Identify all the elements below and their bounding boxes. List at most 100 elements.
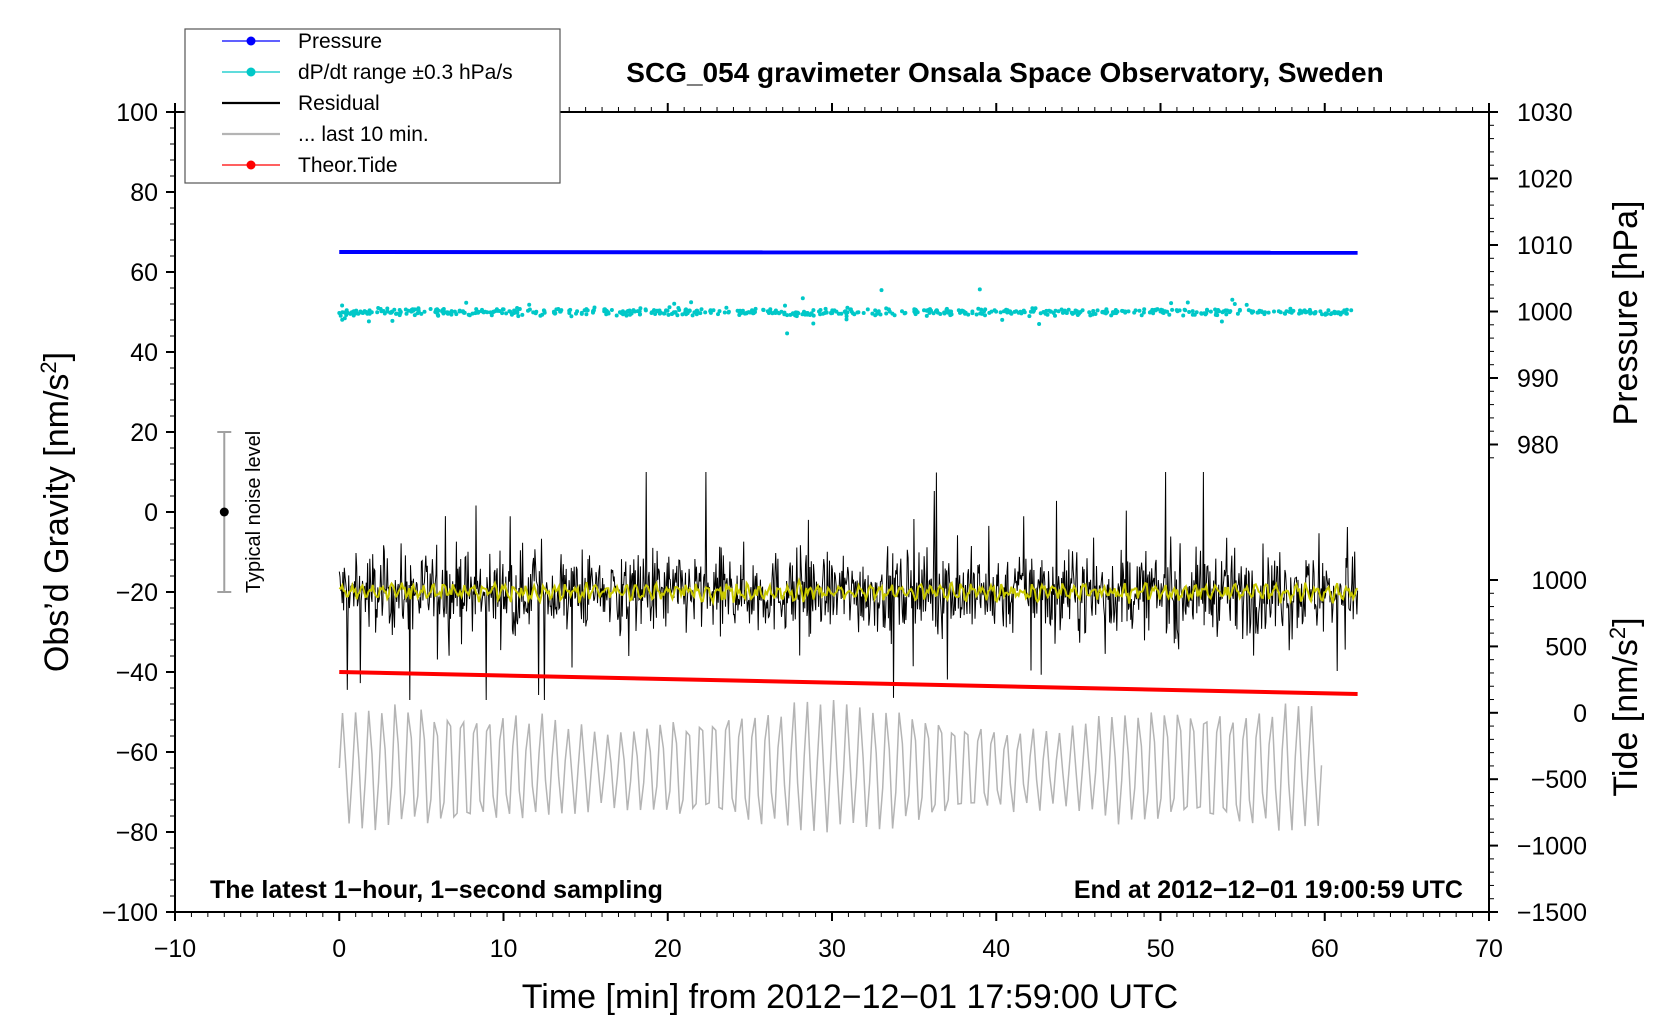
dpdt-point: [1056, 309, 1061, 314]
y-tick-label: 0: [144, 499, 158, 527]
dpdt-point: [1328, 312, 1333, 317]
legend-entry: dP/dt range ±0.3 hPa/s: [222, 61, 513, 84]
chart-title: SCG_054 gravimeter Onsala Space Observat…: [626, 57, 1383, 88]
dpdt-point: [1187, 310, 1192, 314]
dpdt-point: [1170, 307, 1175, 312]
dpdt-point: [515, 306, 520, 310]
dpdt-point: [406, 308, 411, 313]
y-tick-label: −80: [116, 819, 158, 847]
y-tick-label: 40: [130, 339, 158, 367]
dpdt-point: [744, 310, 749, 315]
dpdt-point: [902, 311, 907, 316]
dpdt-point: [1021, 308, 1026, 313]
series-dpdt: [337, 287, 1354, 336]
y-axis-label-superscript: 2: [36, 361, 61, 373]
dpdt-point: [934, 308, 939, 313]
dpdt-point: [1230, 297, 1235, 302]
tide-tick-label: 0: [1573, 700, 1587, 728]
dpdt-point: [584, 312, 589, 317]
dpdt-point: [878, 312, 883, 317]
dpdt-point: [976, 306, 981, 311]
dpdt-point: [515, 309, 520, 314]
dpdt-point: [1291, 308, 1296, 313]
pressure-tick-label: 990: [1517, 365, 1559, 393]
dpdt-point: [428, 307, 433, 311]
dpdt-point: [1320, 312, 1324, 317]
dpdt-point: [684, 312, 689, 317]
dpdt-point: [1232, 302, 1237, 306]
dpdt-point: [516, 314, 521, 319]
dpdt-point: [621, 312, 625, 317]
x-tick-label: 20: [654, 935, 682, 963]
legend-entry: Residual: [222, 92, 380, 115]
dpdt-point: [378, 307, 383, 311]
x-tick-label: 40: [982, 935, 1010, 963]
dpdt-point: [1251, 309, 1256, 314]
dpdt-point: [1225, 308, 1230, 313]
dpdt-point: [913, 309, 918, 314]
dpdt-point: [1028, 309, 1033, 314]
dpdt-point: [666, 312, 671, 317]
y-tick-label: 80: [130, 179, 158, 207]
dpdt-point: [1113, 308, 1118, 312]
dpdt-point: [1033, 306, 1038, 311]
dpdt-point: [1078, 310, 1083, 314]
dpdt-point: [394, 311, 399, 316]
dpdt-point: [750, 310, 755, 314]
dpdt-point: [338, 313, 343, 318]
pressure-tick-label: 1030: [1517, 99, 1573, 127]
dpdt-point: [1038, 311, 1043, 316]
dpdt-point: [1012, 309, 1017, 314]
dpdt-point: [722, 310, 727, 315]
dpdt-point: [349, 310, 354, 315]
dpdt-point: [1121, 309, 1126, 314]
dpdt-point: [474, 310, 479, 315]
dpdt-point: [398, 311, 403, 316]
dpdt-point: [1284, 309, 1289, 314]
dpdt-point: [527, 302, 532, 307]
dpdt-point: [1137, 308, 1142, 313]
dpdt-point: [1199, 311, 1204, 316]
dpdt-point: [1183, 308, 1188, 313]
dpdt-point: [1037, 322, 1042, 326]
dpdt-point: [385, 306, 390, 311]
dpdt-point: [974, 312, 979, 317]
dpdt-point: [938, 312, 943, 316]
legend-entry: Pressure: [222, 30, 382, 53]
dpdt-point: [340, 317, 345, 322]
dpdt-point: [632, 309, 637, 314]
dpdt-point: [946, 310, 951, 315]
dpdt-point: [614, 313, 619, 318]
dpdt-point: [1325, 311, 1330, 316]
y-axis-label-bracket: ]: [38, 352, 76, 361]
y-tick-label: 100: [116, 99, 158, 127]
dpdt-point: [772, 310, 777, 315]
legend-label: Pressure: [298, 30, 382, 53]
dpdt-point: [694, 312, 699, 317]
dpdt-point: [449, 311, 454, 316]
dpdt-point: [823, 306, 828, 311]
dpdt-point: [1059, 307, 1064, 312]
dpdt-point: [1002, 309, 1006, 314]
tide-axis-label-bracket: ]: [1607, 617, 1645, 626]
dpdt-point: [699, 307, 704, 312]
dpdt-point: [966, 312, 971, 317]
dpdt-point: [735, 308, 740, 313]
dpdt-point: [485, 310, 490, 315]
dpdt-point: [1244, 302, 1249, 307]
dpdt-point: [1263, 310, 1267, 315]
dpdt-point: [480, 307, 484, 312]
dpdt-point: [1008, 311, 1013, 316]
legend-label: ... last 10 min.: [298, 123, 429, 146]
dpdt-point: [603, 307, 608, 312]
dpdt-point: [1139, 313, 1144, 318]
dpdt-point: [620, 309, 625, 314]
dpdt-point: [1259, 309, 1264, 314]
dpdt-point: [1202, 311, 1207, 316]
dpdt-point: [474, 307, 479, 312]
dpdt-point: [638, 306, 643, 311]
dpdt-point: [887, 309, 892, 314]
dpdt-point: [870, 311, 875, 316]
